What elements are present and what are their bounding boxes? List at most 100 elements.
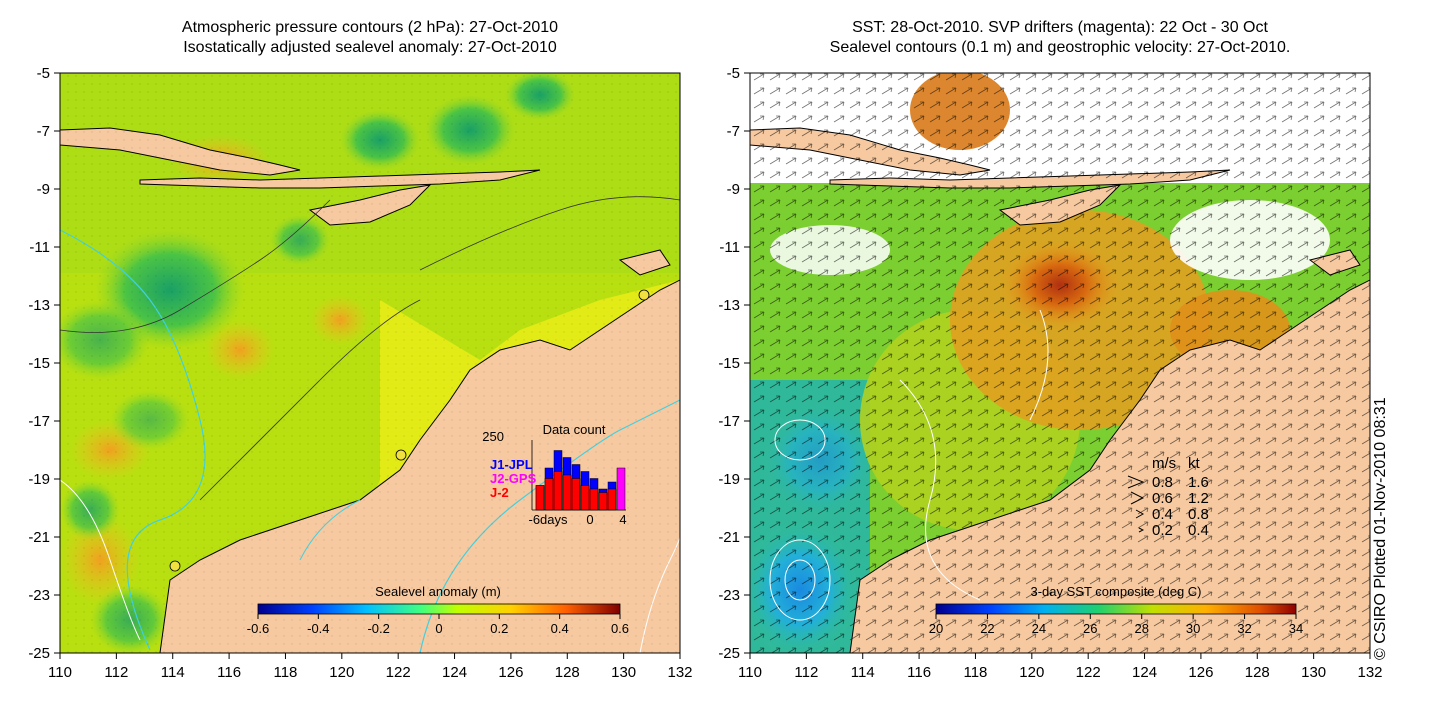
left-y-tick-label: -9 (37, 181, 50, 198)
left-title: Atmospheric pressure contours (2 hPa): 2… (60, 18, 680, 58)
data-count-bar-j2-gps (616, 467, 626, 511)
left-colorbar-tick-label: 0 (435, 621, 442, 636)
left-colorbar-bar (257, 603, 621, 615)
right-colorbar-tick-label: 20 (929, 621, 943, 636)
left-colorbar: Sealevel anomaly (m) -0.6 -0.4 -0.2 0 0.2 0.4… (247, 584, 629, 636)
data-count-title: Data count (543, 422, 606, 437)
left-x-tick-label: 130 (611, 664, 636, 681)
left-x-tick-label: 124 (442, 664, 467, 681)
right-x-tick-label: 126 (1188, 664, 1213, 681)
right-colorbar-tick-label: 22 (980, 621, 994, 636)
right-colorbar-tick-label: 34 (1289, 621, 1303, 636)
data-count-bar-j-2 (580, 485, 590, 511)
left-colorbar-tick-label: -0.6 (247, 621, 269, 636)
right-y-tick-label: -25 (718, 645, 740, 662)
right-x-tick-label: 128 (1245, 664, 1270, 681)
velocity-arrow-0.4 (1135, 509, 1145, 519)
velocity-row-2-ms: 0.4 (1152, 506, 1173, 523)
left-x-tick-label: 126 (498, 664, 523, 681)
data-count-bar-j-2 (562, 474, 572, 511)
left-title-line2: Isostatically adjusted sealevel anomaly:… (183, 39, 557, 56)
left-y-tick-label: -7 (37, 123, 50, 140)
data-count-x-label-start: -6days (528, 512, 568, 527)
velocity-row-0-kt: 1.6 (1188, 474, 1209, 491)
data-count-bar-j-2 (544, 478, 554, 511)
legend-j-2: J-2 (490, 485, 509, 500)
data-count-x-label-end: 4 (619, 512, 626, 527)
right-x-tick-label: 118 (963, 664, 987, 681)
velocity-row-1-kt: 1.2 (1188, 490, 1209, 507)
velocity-arrow-0.6 (1130, 491, 1145, 505)
right-title: SST: 28-Oct-2010. SVP drifters (magenta)… (750, 18, 1370, 58)
right-y-tick-label: -19 (718, 471, 740, 488)
left-y-tick-label: -13 (28, 297, 50, 314)
legend-j2-gps: J2-GPS (490, 471, 537, 486)
velocity-row-0-ms: 0.8 (1152, 474, 1173, 491)
right-colorbar-tick-label: 32 (1237, 621, 1251, 636)
right-y-tick-label: -9 (727, 181, 740, 198)
velocity-row-1-ms: 0.6 (1152, 490, 1173, 507)
right-map (750, 73, 1370, 653)
right-y-tick-label: -17 (718, 413, 740, 430)
velocity-row-3-ms: 0.2 (1152, 522, 1173, 539)
left-y-tick-label: -21 (28, 529, 50, 546)
left-y-tick-label: -5 (37, 65, 50, 82)
right-x-tick-label: 130 (1301, 664, 1326, 681)
velocity-row-3-kt: 0.4 (1188, 522, 1209, 539)
right-x-tick-label: 112 (794, 664, 818, 681)
right-colorbar-tick-label: 28 (1134, 621, 1148, 636)
velocity-legend-kt-header: kt (1188, 455, 1201, 472)
left-map (60, 73, 680, 653)
right-colorbar: 3-day SST composite (deg C) 20 22 24 26 28 30… (929, 584, 1303, 636)
left-title-line1: Atmospheric pressure contours (2 hPa): 2… (181, 19, 559, 36)
left-x-tick-label: 122 (386, 664, 411, 681)
velocity-arrow-0.2 (1138, 527, 1145, 533)
right-x-tick-label: 132 (1357, 664, 1382, 681)
right-y-tick-label: -23 (718, 587, 740, 604)
data-count-x-label-zero: 0 (586, 512, 593, 527)
left-colorbar-tick-label: 0.2 (490, 621, 508, 636)
left-x-tick-label: 112 (104, 664, 128, 681)
left-y-tick-label: -17 (28, 413, 50, 430)
left-colorbar-tick-label: -0.2 (367, 621, 389, 636)
right-y-tick-label: -13 (718, 297, 740, 314)
right-y-tick-label: -11 (719, 239, 740, 256)
legend-j1-jpl: J1-JPL (490, 457, 533, 472)
left-x-tick-label: 116 (217, 664, 241, 681)
left-y-tick-label: -11 (29, 239, 50, 256)
velocity-legend-ms-header: m/s (1152, 455, 1176, 472)
left-x-tick-label: 132 (667, 664, 692, 681)
right-y-tick-label: -7 (727, 123, 740, 140)
geostrophic-velocity-arrows (750, 73, 1370, 653)
right-axes: 110 112 114 116 118 120 122 124 126 128 130 132 -5 -7… (718, 65, 1382, 681)
left-colorbar-label: Sealevel anomaly (m) (375, 584, 501, 599)
data-count-inset: Data count 250 J1-JPL J2-GPS J-2 -6days … (482, 422, 626, 527)
left-x-tick-label: 120 (329, 664, 354, 681)
left-x-tick-label: 128 (555, 664, 580, 681)
right-x-tick-label: 124 (1132, 664, 1157, 681)
left-axes: 110 112 114 116 118 120 122 124 126 128 130 132 -5 -7… (28, 65, 692, 681)
data-count-ymax: 250 (482, 429, 504, 444)
right-colorbar-bar (935, 603, 1297, 615)
velocity-row-2-kt: 0.8 (1188, 506, 1209, 523)
data-count-bar-j-2 (589, 488, 599, 511)
right-colorbar-tick-label: 30 (1186, 621, 1200, 636)
data-count-bar-j-2 (571, 478, 581, 511)
right-y-tick-label: -15 (718, 355, 740, 372)
data-count-bar-j-2 (598, 492, 608, 511)
velocity-arrow-0.8 (1127, 475, 1145, 489)
right-y-tick-label: -5 (727, 65, 740, 82)
right-title-line2: Sealevel contours (0.1 m) and geostrophi… (829, 39, 1291, 56)
left-y-tick-label: -19 (28, 471, 50, 488)
velocity-legend: m/s kt 0.8 1.6 0.6 1.2 0.4 0.8 0.2 0.4 (1127, 455, 1209, 539)
left-colorbar-tick-label: -0.4 (307, 621, 329, 636)
right-colorbar-tick-label: 24 (1032, 621, 1046, 636)
credit-text: © CSIRO Plotted 01-Nov-2010 08:31 (1372, 397, 1389, 660)
data-count-bar-j-2 (535, 485, 545, 511)
left-y-tick-label: -15 (28, 355, 50, 372)
left-colorbar-tick-label: 0.6 (611, 621, 629, 636)
right-x-tick-label: 122 (1076, 664, 1101, 681)
left-x-tick-label: 114 (161, 664, 185, 681)
right-x-tick-label: 114 (851, 664, 875, 681)
right-title-line1: SST: 28-Oct-2010. SVP drifters (magenta)… (852, 19, 1268, 36)
